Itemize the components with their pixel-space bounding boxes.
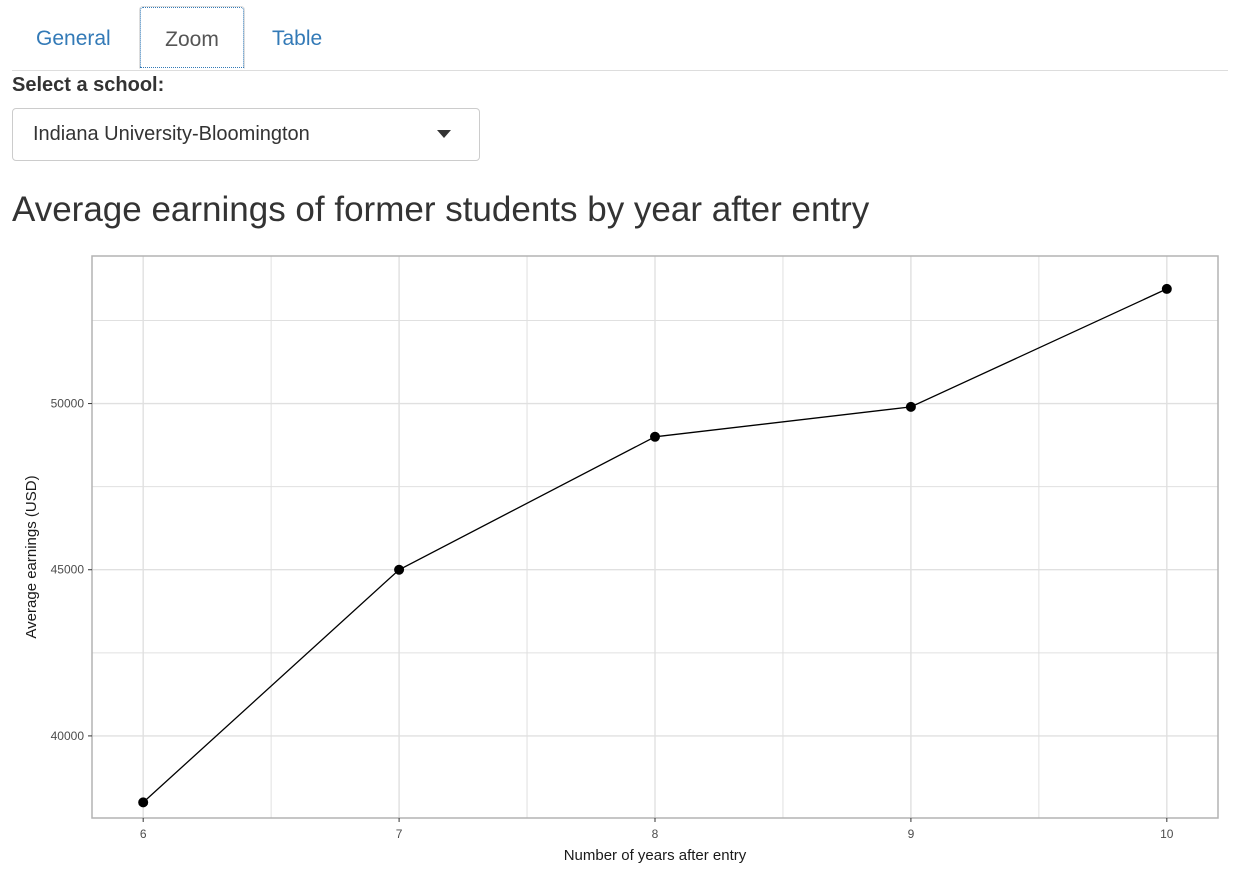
school-select-value: Indiana University-Bloomington — [33, 123, 310, 145]
earnings-line-chart: 6 7 8 9 10 40000 45000 50000 Number of years af… — [23, 255, 1219, 864]
chart-grid — [92, 256, 1218, 818]
tab-bar: General Zoom Table — [12, 0, 1228, 71]
data-point — [394, 564, 405, 575]
tab-zoom[interactable]: Zoom — [139, 6, 245, 69]
x-tick-label: 6 — [140, 827, 147, 841]
data-point — [138, 797, 149, 808]
y-tick-label: 50000 — [51, 397, 85, 411]
x-tick-label: 9 — [908, 827, 915, 841]
chart-ticks: 6 7 8 9 10 40000 45000 50000 — [51, 397, 1174, 841]
y-tick-label: 45000 — [51, 563, 85, 577]
data-point — [650, 431, 660, 442]
x-tick-label: 8 — [652, 827, 659, 841]
school-select[interactable]: Indiana University-Bloomington — [12, 108, 480, 161]
x-axis-label: Number of years after entry — [564, 847, 747, 864]
data-point — [1161, 283, 1172, 294]
y-axis-label: Average earnings (USD) — [23, 475, 40, 638]
page-title: Average earnings of former students by y… — [12, 190, 870, 229]
chevron-down-icon[interactable] — [437, 130, 451, 138]
tab-table[interactable]: Table — [272, 27, 323, 50]
x-tick-label: 10 — [1160, 827, 1174, 841]
data-point — [905, 401, 916, 412]
x-tick-label: 7 — [396, 827, 403, 841]
school-select-label: Select a school: — [12, 74, 165, 96]
chart-series — [138, 283, 1172, 808]
y-tick-label: 40000 — [51, 729, 85, 743]
tab-general[interactable]: General — [36, 27, 111, 50]
